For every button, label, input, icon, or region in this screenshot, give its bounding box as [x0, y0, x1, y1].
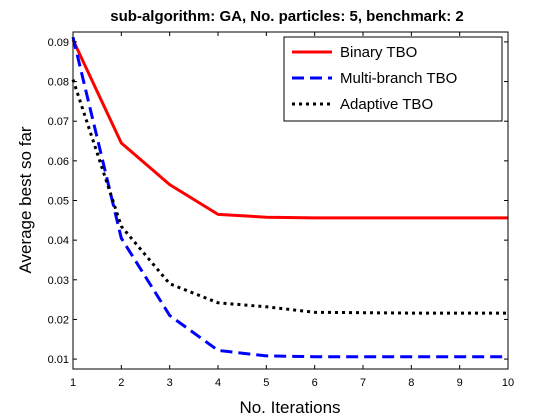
x-axis-label: No. Iterations	[239, 398, 340, 417]
legend: Binary TBO Multi-branch TBO Adaptive TBO	[283, 36, 503, 122]
x-tick-label: 8	[408, 377, 414, 389]
x-axis: 1 2 3 4 5 6 7 8 9 10	[70, 32, 514, 389]
x-tick-label: 1	[70, 377, 76, 389]
series-layer	[71, 36, 508, 359]
x-tick-label: 3	[167, 377, 173, 389]
series-line-1	[71, 36, 508, 359]
x-tick-label: 7	[360, 377, 366, 389]
legend-label-1: Multi-branch TBO	[340, 70, 457, 87]
legend-label-0: Binary TBO	[340, 44, 417, 61]
x-tick-label: 4	[215, 377, 221, 389]
y-axis-label: Average best so far	[16, 126, 35, 273]
y-tick-label: 0.07	[48, 116, 69, 128]
y-tick-label: 0.03	[48, 275, 69, 287]
y-axis: 0.01 0.02 0.03 0.04 0.05 0.06 0.07 0.08 0.09	[48, 37, 508, 366]
y-tick-label: 0.08	[48, 77, 69, 89]
x-tick-label: 5	[263, 377, 269, 389]
x-tick-label: 9	[457, 377, 463, 389]
x-tick-label: 2	[118, 377, 124, 389]
x-tick-label: 10	[502, 377, 514, 389]
series-line-0	[71, 39, 508, 220]
y-tick-label: 0.02	[48, 314, 69, 326]
y-tick-label: 0.01	[48, 354, 69, 366]
x-tick-label: 6	[312, 377, 318, 389]
series-line-2	[71, 79, 508, 315]
y-tick-label: 0.04	[48, 235, 69, 247]
legend-items: Binary TBO Multi-branch TBO Adaptive TBO	[292, 44, 457, 113]
y-tick-label: 0.09	[48, 37, 69, 49]
y-tick-label: 0.06	[48, 156, 69, 168]
y-tick-label: 0.05	[48, 196, 69, 208]
chart-title: sub-algorithm: GA, No. particles: 5, ben…	[110, 8, 463, 25]
legend-label-2: Adaptive TBO	[340, 96, 433, 113]
